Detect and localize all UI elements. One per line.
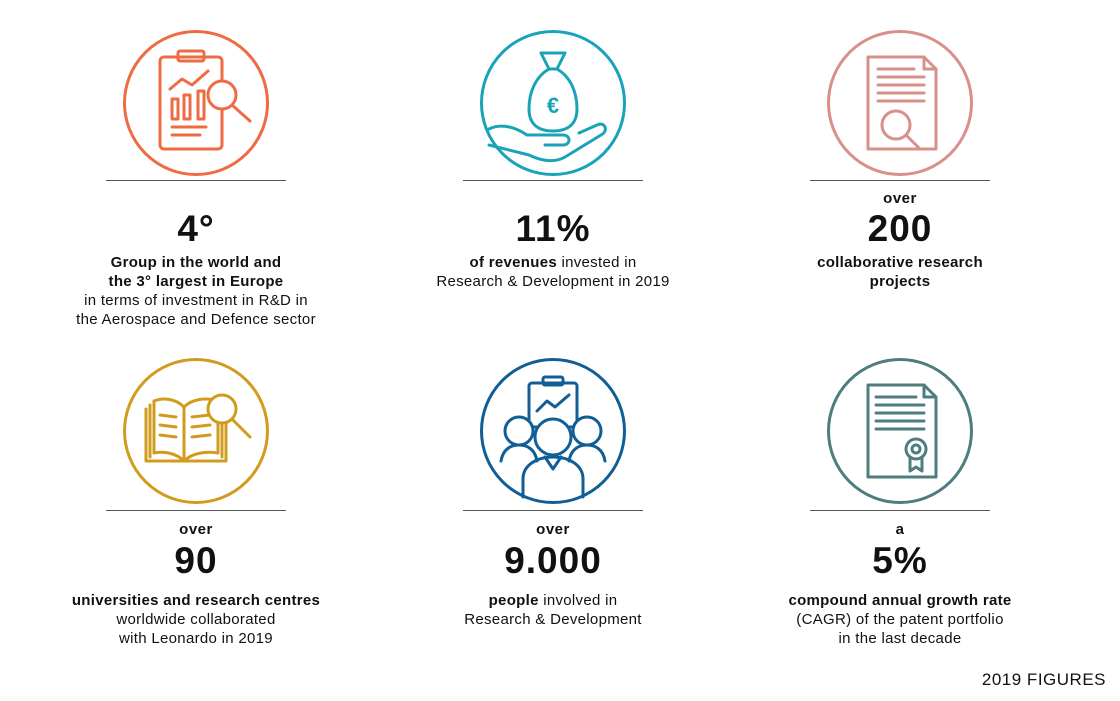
stat-divider xyxy=(463,180,643,181)
stat-card-research-projects: over 200 collaborative research projects xyxy=(730,0,1070,340)
stat-card-revenues: € 11% of revenues invested in Research &… xyxy=(383,0,723,340)
stat-prefix: over xyxy=(883,190,917,207)
stat-prefix: over xyxy=(536,521,570,538)
stat-value: 4° xyxy=(177,208,215,249)
people-team-icon xyxy=(499,375,607,499)
stat-card-universities: over 90 universities and research centre… xyxy=(26,0,366,660)
stat-description: compound annual growth rate (CAGR) of th… xyxy=(788,592,1012,647)
stat-card-people: over 9.000 people involved in Research &… xyxy=(383,0,723,660)
stat-divider xyxy=(106,180,286,181)
stat-icon-circle xyxy=(480,358,626,504)
stat-card-world-ranking: 4° Group in the world and the 3° largest… xyxy=(26,0,366,340)
stat-divider xyxy=(810,180,990,181)
stat-icon-circle xyxy=(123,358,269,504)
stat-value: 90 xyxy=(174,540,218,581)
clipboard-chart-icon xyxy=(158,49,252,151)
document-search-icon xyxy=(866,55,938,151)
stat-icon-circle xyxy=(827,30,973,176)
stat-card-patent-growth: a 5% compound annual growth rate (CAGR) … xyxy=(730,0,1070,660)
stat-description: Group in the world and the 3° largest in… xyxy=(76,254,316,328)
stat-value: 9.000 xyxy=(504,540,602,581)
stat-prefix: over xyxy=(179,521,213,538)
stat-value: 5% xyxy=(872,540,928,581)
figures-year-caption: 2019 FIGURES xyxy=(981,670,1106,689)
stat-divider xyxy=(810,510,990,511)
stat-prefix: a xyxy=(895,521,905,538)
svg-text:€: € xyxy=(547,93,559,118)
stat-description: universities and research centres worldw… xyxy=(71,592,321,647)
stat-description: collaborative research projects xyxy=(817,254,983,290)
money-bag-hand-icon: € xyxy=(487,51,607,163)
stat-icon-circle xyxy=(827,358,973,504)
books-search-icon xyxy=(144,393,252,463)
stat-description: of revenues invested in Research & Devel… xyxy=(436,254,670,290)
stat-value: 200 xyxy=(867,208,933,249)
certificate-icon xyxy=(866,383,938,479)
stat-icon-circle xyxy=(123,30,269,176)
stat-divider xyxy=(463,510,643,511)
stat-icon-circle: € xyxy=(480,30,626,176)
stat-divider xyxy=(106,510,286,511)
stat-description: people involved in Research & Developmen… xyxy=(464,592,642,628)
stat-value: 11% xyxy=(515,208,591,249)
